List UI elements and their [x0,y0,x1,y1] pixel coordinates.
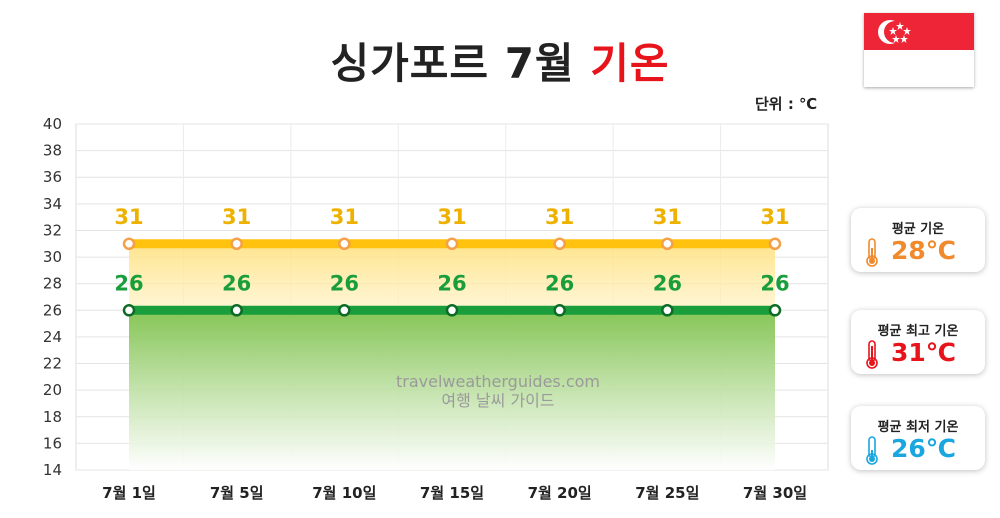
high-point [230,237,243,251]
avg-temp-label: 평균 기온 [891,222,945,237]
low-area [129,310,775,470]
low-point [768,304,782,317]
low-data-label: 26 [653,271,682,295]
low-data-label: 26 [437,271,466,295]
avg-high-value: 31℃ [891,338,957,367]
thermometer-icon [866,238,878,267]
low-data-label: 26 [760,271,789,295]
thermometer-icon [866,340,878,369]
low-point [661,304,674,317]
high-data-label: 31 [437,205,466,229]
y-tick-label: 14 [43,461,62,479]
high-point [122,237,136,251]
title-main: 싱가포르 7월 [330,39,575,88]
y-tick-label: 16 [43,434,62,452]
y-tick-label: 30 [43,248,62,266]
y-tick-label: 24 [43,328,62,346]
high-data-label: 31 [222,205,251,229]
y-tick-label: 20 [43,381,62,399]
low-data-label: 26 [114,271,143,295]
avg-high-label: 평균 최고 기온 [877,324,959,339]
low-point [338,304,351,317]
high-point [338,237,351,251]
watermark-url: travelweatherguides.com [396,372,600,391]
low-point [445,304,459,317]
y-tick-label: 18 [43,408,62,426]
low-data-label: 26 [545,271,574,295]
x-tick-label: 7월 5일 [210,484,264,502]
avg-temp-value: 28℃ [891,236,957,265]
high-data-label: 31 [330,205,359,229]
y-tick-label: 40 [43,115,62,133]
avg-temp-card: 평균 기온 28℃ [851,208,985,272]
y-tick-label: 22 [43,355,62,373]
y-tick-label: 36 [43,168,62,186]
unit-label: 단위 : ℃ [755,95,818,113]
x-tick-label: 7월 15일 [420,484,484,502]
watermark-subtitle: 여행 날씨 가이드 [441,391,554,410]
y-tick-label: 34 [43,195,62,213]
y-tick-label: 32 [43,221,62,239]
low-point [230,304,243,317]
x-tick-label: 7월 30일 [743,484,807,502]
low-point [553,304,566,317]
high-point [661,237,674,251]
x-tick-label: 7월 20일 [528,484,592,502]
x-tick-label: 7월 1일 [102,484,156,502]
singapore-flag-icon [864,13,974,87]
high-data-label: 31 [760,205,789,229]
high-data-label: 31 [114,205,143,229]
low-data-label: 26 [222,271,251,295]
y-tick-label: 26 [43,301,62,319]
low-data-label: 26 [330,271,359,295]
avg-low-label: 평균 최저 기온 [877,420,959,435]
high-area [129,243,775,311]
high-point [768,237,782,251]
high-point [553,237,566,251]
avg-low-card: 평균 최저 기온 26℃ [851,406,985,470]
high-point [445,237,459,251]
x-tick-label: 7월 10일 [312,484,376,502]
y-tick-label: 38 [43,142,62,160]
high-data-label: 31 [653,205,682,229]
y-tick-label: 28 [43,275,62,293]
low-point [122,304,136,317]
avg-low-value: 26℃ [891,434,957,463]
avg-high-card: 평균 최고 기온 31℃ [851,310,985,374]
thermometer-icon [866,436,878,465]
temperature-chart: 40 38 36 34 32 30 28 26 24 22 20 18 16 14 31 26 31 26 31 26… [43,115,829,502]
title-accent: 기온 [590,39,670,88]
high-data-label: 31 [545,205,574,229]
chart-title: 싱가포르 7월 기온 [0,30,1000,91]
x-tick-label: 7월 25일 [635,484,699,502]
